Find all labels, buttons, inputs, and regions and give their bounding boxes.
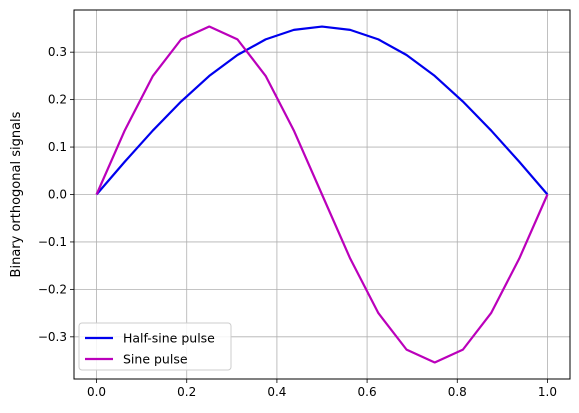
x-tick-label: 0.2 (177, 385, 196, 399)
series-line-1 (95, 25, 549, 196)
y-tick-label: −0.3 (38, 330, 67, 344)
y-tick-label: 0.3 (48, 45, 67, 59)
series-layer (95, 25, 549, 364)
y-tick-label: 0.0 (48, 188, 67, 202)
legend: Half-sine pulse Sine pulse (78, 322, 232, 371)
tick-layer: 0.0 0.2 0.4 0.6 0.8 1.0 −0.3 −0.2 −0.1 0.0 0.1 0.2 0… (38, 45, 557, 399)
y-tick-label: 0.2 (48, 93, 67, 107)
x-tick-label: 0.8 (448, 385, 467, 399)
series-line-2 (95, 25, 549, 364)
y-axis-label: Binary orthogonal signals (9, 111, 24, 277)
legend-label: Half-sine pulse (123, 331, 215, 346)
x-tick-label: 1.0 (538, 385, 557, 399)
y-tick-label: 0.1 (48, 140, 67, 154)
grid-layer (74, 10, 570, 379)
legend-box (78, 322, 232, 371)
y-tick-label: −0.2 (38, 282, 67, 296)
x-tick-label: 0.0 (87, 385, 106, 399)
legend-label: Sine pulse (123, 352, 188, 367)
y-tick-label: −0.1 (38, 235, 67, 249)
x-tick-label: 0.4 (267, 385, 286, 399)
x-tick-label: 0.6 (358, 385, 377, 399)
